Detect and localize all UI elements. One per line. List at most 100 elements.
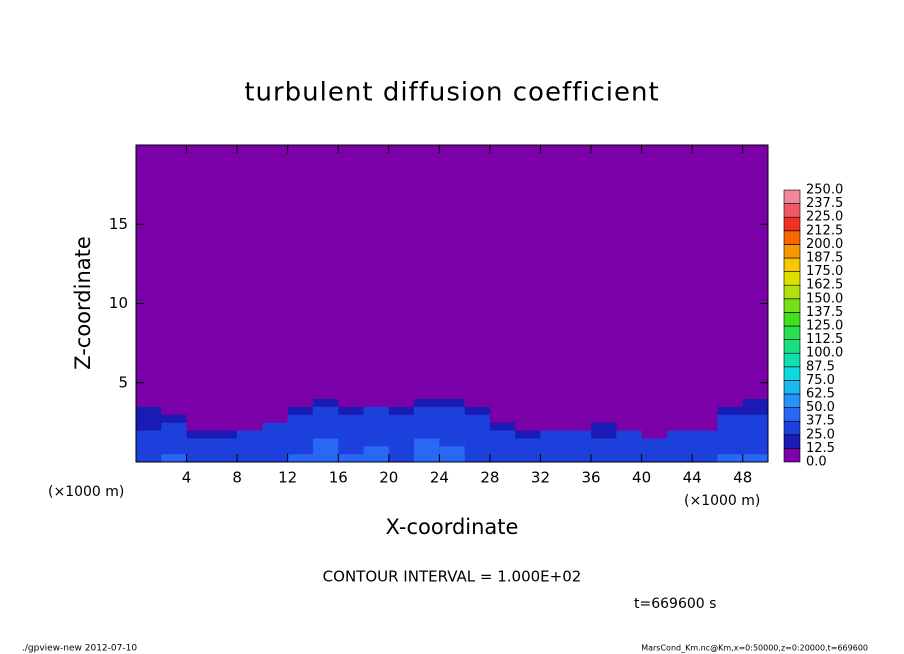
heatmap-cell	[186, 454, 213, 463]
colorbar-swatch	[783, 244, 801, 259]
x-tick-label: 36	[581, 469, 600, 487]
heatmap-cell	[540, 438, 567, 447]
heatmap-cell	[287, 422, 314, 431]
heatmap-cell	[237, 430, 263, 439]
heatmap-cell	[136, 430, 162, 439]
heatmap-cell	[616, 446, 642, 455]
footer-right: MarsCond_Km.nc@Km,x=0:50000,z=0:20000,t=…	[641, 644, 868, 653]
heatmap-cell	[692, 406, 718, 415]
heatmap-cell	[211, 406, 238, 415]
heatmap-cell	[591, 398, 617, 407]
heatmap-cell	[515, 398, 541, 407]
heatmap-cell	[262, 406, 288, 415]
heatmap-cell	[414, 422, 440, 431]
heatmap-cell	[464, 438, 491, 447]
heatmap-cell	[136, 454, 162, 463]
heatmap-cell	[540, 406, 567, 415]
heatmap-cell	[287, 438, 314, 447]
colorbar-swatch	[783, 339, 801, 354]
heatmap-cell	[211, 446, 238, 455]
heatmap-cell	[692, 454, 718, 463]
heatmap-cell	[363, 446, 390, 455]
heatmap-cell	[414, 446, 440, 455]
heatmap-cell	[136, 422, 162, 431]
heatmap-cell	[742, 430, 769, 439]
heatmap-cell	[136, 438, 162, 447]
heatmap-cell	[616, 414, 642, 423]
heatmap-cell	[161, 438, 187, 447]
heatmap-cell	[262, 454, 288, 463]
colorbar-swatch	[783, 352, 801, 368]
heatmap-cell	[211, 438, 238, 447]
heatmap-cell	[287, 430, 314, 439]
heatmap-cell	[464, 398, 491, 407]
heatmap-cell	[363, 398, 390, 407]
heatmap-cell	[388, 438, 415, 447]
heatmap-cell	[211, 414, 238, 423]
heatmap-cell	[338, 446, 364, 455]
heatmap-cell	[717, 406, 744, 415]
colorbar-swatch	[783, 284, 801, 300]
heatmap-cell	[666, 422, 693, 431]
heatmap-cell	[414, 406, 440, 415]
heatmap-cell	[591, 430, 617, 439]
heatmap-cell	[489, 145, 516, 399]
colorbar-label: 175.0	[806, 264, 843, 279]
heatmap-cell	[312, 145, 339, 399]
x-tick-label: 32	[531, 469, 550, 487]
heatmap-cell	[666, 398, 693, 407]
heatmap-cell	[489, 398, 516, 407]
heatmap-cell	[616, 422, 642, 431]
colorbar-label: 150.0	[806, 291, 843, 306]
heatmap-cell	[489, 422, 516, 431]
heatmap-cell	[641, 422, 668, 431]
heatmap-cell	[717, 398, 744, 407]
heatmap-cell	[717, 446, 744, 455]
heatmap-cell	[515, 406, 541, 415]
heatmap-cell	[616, 406, 642, 415]
heatmap-cell	[742, 438, 769, 447]
y-tick-label: 10	[109, 294, 128, 312]
heatmap-cell	[312, 438, 339, 447]
heatmap-cell	[591, 438, 617, 447]
heatmap-cell	[464, 145, 491, 399]
heatmap-cell	[464, 446, 491, 455]
heatmap-cell	[439, 414, 465, 423]
x-tick-label: 8	[232, 469, 242, 487]
heatmap-cell	[161, 422, 187, 431]
heatmap-cell	[186, 438, 213, 447]
heatmap-cell	[591, 414, 617, 423]
colorbar-label: 25.0	[806, 427, 835, 442]
heatmap-cell	[338, 145, 364, 399]
heatmap-cell	[186, 406, 213, 415]
heatmap-cell	[666, 406, 693, 415]
colorbar-swatch	[783, 216, 801, 232]
heatmap-cell	[388, 414, 415, 423]
heatmap-cell	[363, 406, 390, 415]
heatmap-cell	[717, 438, 744, 447]
heatmap-cell	[363, 430, 390, 439]
x-tick-label: 48	[733, 469, 752, 487]
heatmap-cell	[363, 414, 390, 423]
heatmap-cell	[717, 422, 744, 431]
colorbar-label: 0.0	[806, 455, 827, 470]
x-unit-right: (×1000 m)	[684, 493, 760, 509]
heatmap-cell	[540, 145, 567, 399]
colorbar-label: 87.5	[806, 359, 835, 374]
heatmap-cell	[439, 145, 465, 399]
heatmap-cell	[692, 414, 718, 423]
heatmap-cell	[136, 145, 162, 399]
heatmap-cell	[363, 438, 390, 447]
colorbar-label: 200.0	[806, 237, 843, 252]
heatmap-cell	[237, 446, 263, 455]
heatmap-cell	[742, 454, 769, 463]
heatmap-cell	[641, 454, 668, 463]
heatmap-cell	[742, 422, 769, 431]
heatmap-cell	[363, 454, 390, 463]
heatmap-cell	[591, 454, 617, 463]
heatmap-cell	[515, 422, 541, 431]
heatmap-cell	[540, 430, 567, 439]
heatmap-cell	[287, 398, 314, 407]
heatmap-cell	[312, 398, 339, 407]
